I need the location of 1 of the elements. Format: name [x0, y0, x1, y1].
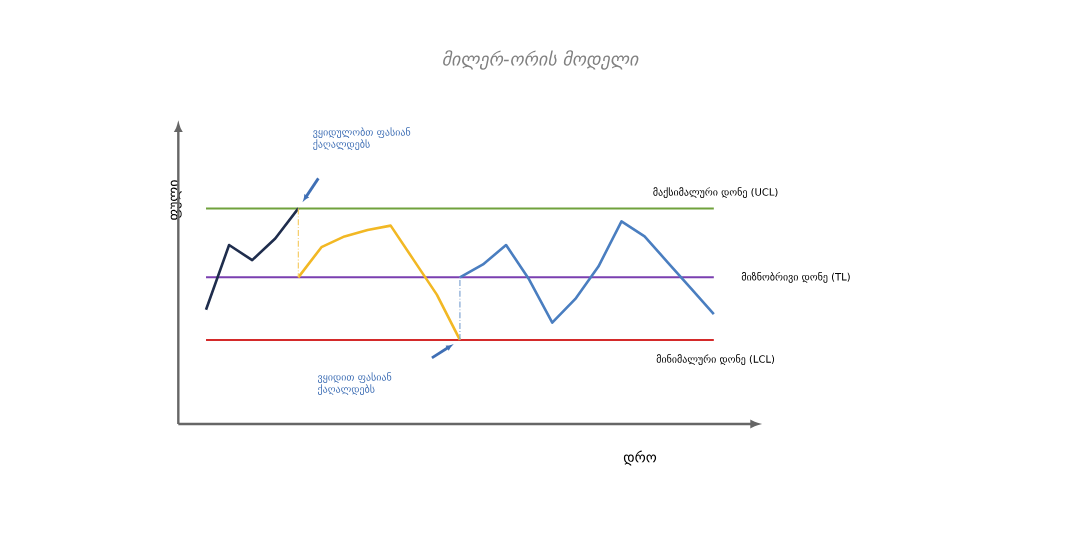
- chart-title: მილერ-ორის მოდელი: [443, 50, 639, 70]
